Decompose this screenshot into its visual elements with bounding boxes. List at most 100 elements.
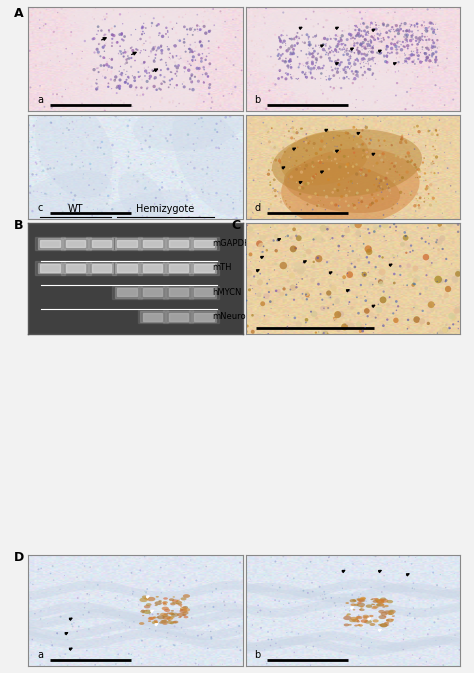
Point (218, 214, 225, 225)
Point (274, 164, 282, 175)
Point (410, 122, 418, 133)
Point (297, 123, 305, 134)
Point (419, 28, 426, 39)
Point (33, 186, 41, 197)
Point (377, 132, 384, 143)
Point (93, 74, 100, 85)
Point (422, 283, 430, 293)
Point (255, 58, 263, 69)
Point (78, 85, 86, 96)
Point (301, 88, 309, 99)
Circle shape (163, 604, 167, 606)
Point (277, 193, 284, 204)
Point (398, 18, 405, 29)
Point (373, 20, 380, 31)
Point (302, 289, 310, 300)
Point (36, 7, 44, 18)
Point (446, 218, 453, 229)
Circle shape (154, 620, 157, 622)
Point (198, 53, 205, 64)
Point (301, 7, 308, 18)
Point (199, 187, 207, 198)
Point (325, 44, 332, 55)
Bar (89, 238, 113, 248)
Point (367, 135, 375, 145)
Point (150, 55, 158, 65)
Point (204, 42, 212, 53)
Point (274, 54, 282, 65)
Point (452, 66, 460, 77)
Point (283, 45, 290, 56)
Point (340, 272, 348, 283)
Point (349, 77, 356, 88)
Point (217, 116, 225, 127)
Point (425, 161, 433, 172)
Point (405, 195, 413, 206)
Circle shape (378, 610, 385, 613)
Point (114, 590, 121, 601)
Point (256, 605, 264, 616)
Point (125, 206, 133, 217)
Point (367, 582, 375, 593)
Point (127, 81, 134, 92)
Point (398, 44, 405, 55)
Point (359, 149, 367, 160)
Point (313, 55, 320, 66)
Point (413, 47, 421, 58)
Point (246, 249, 254, 260)
Point (175, 54, 183, 65)
Point (124, 46, 131, 57)
Point (32, 61, 40, 71)
Point (29, 169, 36, 180)
Point (367, 61, 374, 71)
Point (361, 56, 368, 67)
Point (355, 592, 363, 602)
Point (321, 141, 328, 152)
Point (269, 183, 277, 194)
Point (320, 61, 328, 71)
Point (257, 138, 265, 149)
Point (273, 585, 281, 596)
Point (435, 42, 443, 52)
Point (249, 207, 256, 218)
Point (247, 280, 255, 291)
Point (102, 28, 109, 39)
Point (290, 48, 297, 59)
Point (344, 6, 351, 17)
Point (334, 31, 341, 42)
Circle shape (144, 605, 150, 608)
Point (360, 559, 367, 570)
Point (151, 157, 159, 168)
Point (426, 42, 434, 53)
Point (357, 658, 365, 669)
Point (313, 65, 320, 75)
Point (375, 178, 383, 188)
Point (135, 600, 143, 610)
Bar (61, 237, 91, 250)
Point (305, 43, 312, 54)
Ellipse shape (241, 6, 325, 72)
Bar (194, 240, 214, 247)
Point (172, 61, 179, 71)
Point (261, 316, 268, 326)
Point (402, 189, 410, 200)
Point (360, 113, 367, 124)
Point (397, 187, 404, 198)
Point (157, 106, 164, 116)
Point (90, 184, 98, 194)
Point (414, 22, 421, 32)
Point (337, 155, 344, 166)
Point (194, 631, 201, 641)
Point (374, 172, 382, 183)
Point (337, 139, 345, 150)
Circle shape (170, 612, 173, 614)
Point (341, 291, 349, 302)
Point (275, 32, 283, 42)
Point (362, 120, 369, 131)
Point (100, 30, 108, 41)
Point (131, 85, 139, 96)
Point (357, 31, 365, 42)
Point (412, 200, 419, 211)
Circle shape (386, 600, 393, 603)
Point (336, 61, 344, 71)
